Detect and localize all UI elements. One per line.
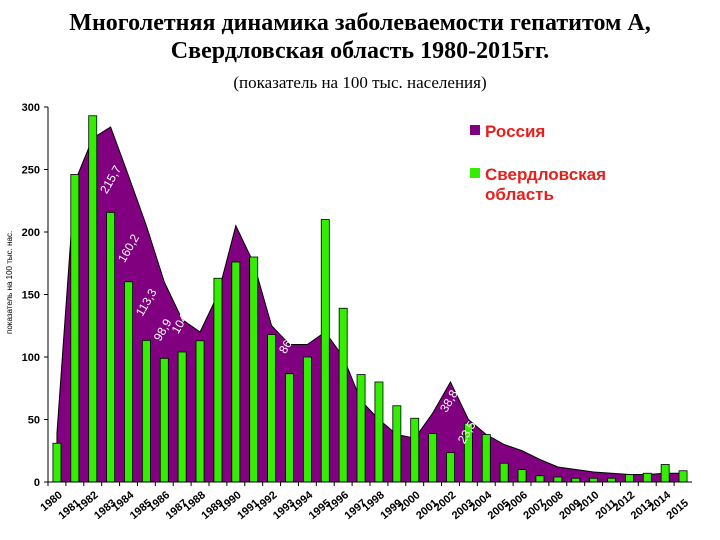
sverdlovsk-bar-2000 (410, 417, 420, 483)
sverdlovsk-bar-2006 (517, 469, 527, 483)
sverdlovsk-bar-1992 (267, 334, 277, 483)
sverdlovsk-bar-2005 (499, 462, 509, 483)
y-tick-label: 0 (34, 477, 40, 489)
sverdlovsk-bar-2009 (571, 477, 581, 483)
y-axis-ticks: 0 50 100 150 200 250 300 (22, 102, 48, 489)
y-tick-label: 150 (22, 290, 40, 302)
sverdlovsk-bar-1996 (338, 307, 348, 483)
sverdlovsk-bar-1988 (195, 340, 205, 483)
sverdlovsk-bar-2015 (678, 470, 688, 483)
legend-label-russia: Россия (485, 122, 545, 141)
y-tick-label: 200 (22, 227, 40, 239)
legend-label-sverdlovsk: Свердловская область (485, 165, 606, 204)
sverdlovsk-bar-series (52, 115, 688, 483)
sverdlovsk-bar-2007 (535, 475, 545, 483)
sverdlovsk-bar-1987 (177, 351, 187, 483)
chart-title-line-1: Многолетняя динамика заболеваемости гепа… (69, 10, 651, 36)
sverdlovsk-bar-1999 (392, 405, 402, 483)
sverdlovsk-bar-2008 (553, 476, 563, 483)
legend: Россия Свердловская область (470, 122, 606, 204)
y-tick-label: 300 (22, 102, 40, 114)
legend-swatch-russia (470, 125, 480, 135)
sverdlovsk-bar-2004 (481, 434, 491, 483)
legend-swatch-sverdlovsk (470, 168, 480, 178)
sverdlovsk-bar-1995 (320, 219, 330, 483)
chart-title-line-2: Свердловская область 1980-2015гг. (170, 38, 550, 64)
sverdlovsk-bar-1989 (213, 277, 223, 483)
sverdlovsk-bar-1993 (285, 373, 294, 483)
sverdlovsk-bar-2010 (589, 477, 599, 483)
sverdlovsk-bar-1991 (249, 256, 259, 483)
sverdlovsk-bar-1986 (159, 357, 169, 483)
sverdlovsk-bar-1985 (141, 339, 151, 483)
sverdlovsk-bar-1983 (106, 211, 116, 483)
sverdlovsk-bar-1997 (356, 374, 366, 483)
sverdlovsk-bar-1981 (70, 174, 80, 483)
sverdlovsk-bar-1982 (88, 115, 98, 483)
sverdlovsk-bar-2002 (446, 452, 455, 483)
sverdlovsk-bar-2012 (624, 474, 634, 483)
sverdlovsk-bar-1990 (231, 261, 241, 483)
sverdlovsk-bar-2011 (607, 477, 616, 483)
y-axis-label: показатель на 100 тыс. нас. (5, 231, 14, 334)
sverdlovsk-bar-2014 (660, 464, 670, 483)
sverdlovsk-bar-2013 (642, 472, 652, 483)
y-tick-label: 250 (22, 165, 40, 177)
sverdlovsk-bar-2001 (428, 433, 438, 483)
sverdlovsk-bar-1984 (124, 281, 133, 483)
y-tick-label: 100 (22, 352, 40, 364)
chart-subtitle: (показатель на 100 тыс. населения) (233, 73, 487, 92)
sverdlovsk-bar-1998 (374, 381, 384, 483)
sverdlovsk-bar-1994 (302, 356, 312, 483)
y-tick-label: 50 (28, 415, 40, 427)
sverdlovsk-bar-1980 (52, 442, 62, 483)
